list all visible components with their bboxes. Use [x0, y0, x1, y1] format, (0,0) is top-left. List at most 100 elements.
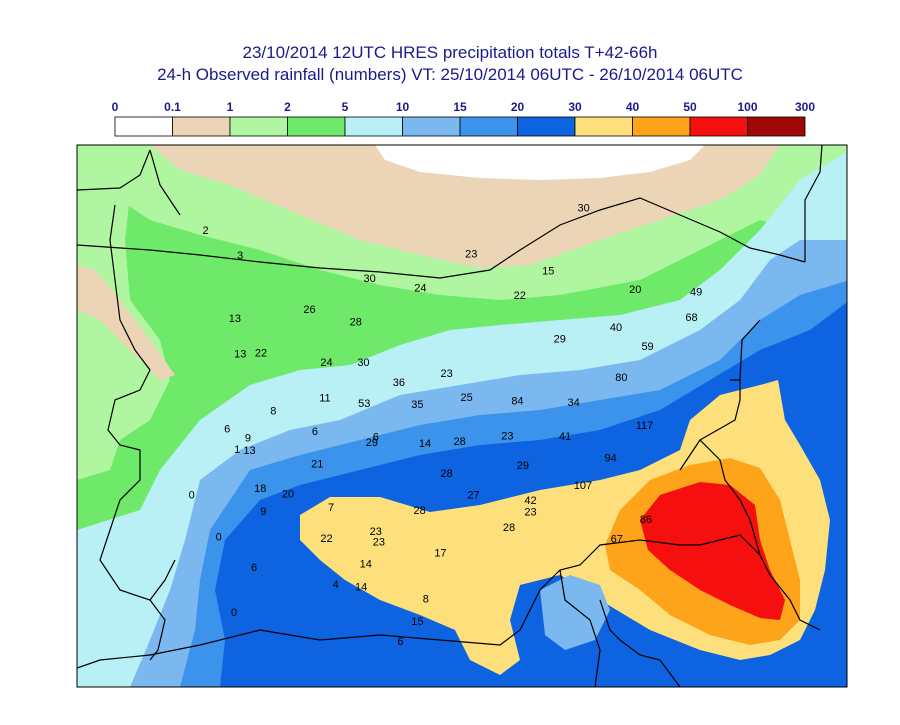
- observation-label: 4: [333, 579, 339, 591]
- observation-label: 28: [350, 317, 362, 329]
- legend-swatch: [747, 116, 806, 137]
- observation-label: 94: [604, 453, 616, 465]
- legend-swatch: [632, 116, 691, 137]
- observation-label: 6: [397, 636, 403, 648]
- observation-label: 15: [411, 616, 423, 628]
- legend-swatch: [689, 116, 748, 137]
- observation-label: 3: [237, 250, 243, 262]
- legend-swatch: [287, 116, 346, 137]
- observation-label: 14: [360, 558, 372, 570]
- observation-label: 7: [328, 502, 334, 514]
- observation-label: 11: [319, 393, 330, 405]
- observation-label: 28: [414, 505, 426, 517]
- observation-label: 6: [251, 562, 257, 574]
- observation-label: 22: [320, 533, 332, 545]
- color-legend: 0 0.1 1 2 5 10 15 20 30 40 50 100 300: [112, 100, 815, 137]
- observation-label: 80: [615, 372, 627, 384]
- observation-label: 49: [690, 286, 702, 298]
- observation-label: 117: [636, 420, 654, 432]
- observation-label: 30: [363, 273, 375, 285]
- observation-label: 17: [434, 548, 446, 560]
- observation-label: 20: [629, 284, 641, 296]
- observation-label: 30: [578, 202, 590, 214]
- observation-label: 35: [411, 399, 423, 411]
- legend-tick-label: 0: [112, 100, 119, 114]
- legend-tick-label: 2: [284, 100, 291, 114]
- legend-tick-label: 0.1: [164, 100, 181, 114]
- observation-label: 6: [312, 426, 318, 438]
- legend-swatch: [459, 116, 518, 137]
- legend-tick-label: 40: [626, 100, 640, 114]
- observation-label: 34: [568, 397, 580, 409]
- observation-label: 84: [511, 395, 523, 407]
- band-0-0.1mm: [375, 145, 705, 180]
- band-0.1-1mm-north: [150, 145, 780, 268]
- observation-label: 13: [234, 349, 246, 361]
- legend-swatch: [402, 116, 461, 137]
- observation-label: 30: [357, 357, 369, 369]
- observation-label: 28: [503, 522, 515, 534]
- observation-label: 28: [440, 468, 452, 480]
- observation-label: 27: [467, 490, 479, 502]
- observation-label: 24: [414, 283, 426, 295]
- legend-tick-label: 30: [568, 100, 582, 114]
- band-10-15mm-south: [540, 575, 610, 650]
- observation-label: 23: [373, 537, 385, 549]
- observation-label: 41: [559, 431, 571, 443]
- observation-label: 40: [610, 322, 622, 334]
- observation-label: 24: [320, 357, 332, 369]
- map-border: [76, 144, 848, 688]
- country-borders: [77, 145, 823, 687]
- observation-label: 68: [685, 312, 697, 324]
- legend-tick-label: 300: [795, 100, 815, 114]
- observation-label: 23: [370, 526, 382, 538]
- observation-label: 23: [440, 368, 452, 380]
- legend-tick-label: 20: [511, 100, 525, 114]
- legend-tick-label: 1: [227, 100, 234, 114]
- map-title: 23/10/2014 12UTC HRES precipitation tota…: [242, 43, 658, 62]
- legend-tick-label: 15: [453, 100, 467, 114]
- observation-label: 13: [229, 313, 241, 325]
- observation-label: 107: [574, 480, 592, 492]
- observation-label: 1: [234, 444, 240, 456]
- observation-label: 9: [245, 433, 251, 445]
- observation-label: 22: [514, 290, 526, 302]
- observation-label: 59: [641, 341, 653, 353]
- observation-label: 21: [311, 459, 323, 471]
- legend-tick-label: 10: [396, 100, 410, 114]
- observation-label: 28: [454, 436, 466, 448]
- legend-swatch: [172, 116, 231, 137]
- observation-label: 53: [358, 398, 370, 410]
- band-0.1-1mm-west: [77, 265, 175, 380]
- observation-label: 26: [303, 304, 315, 316]
- observation-label: 29: [366, 437, 378, 449]
- precip-field: [77, 145, 847, 687]
- observation-label: 22: [255, 348, 267, 360]
- legend-tick-label: 100: [737, 100, 757, 114]
- observation-label: 23: [465, 248, 477, 260]
- observation-label: 9: [260, 506, 266, 518]
- observation-label: 0: [231, 607, 237, 619]
- observation-label: 0: [216, 531, 222, 543]
- observation-label: 15: [542, 266, 554, 278]
- observation-label: 20: [282, 489, 294, 501]
- observation-label: 42: [524, 495, 536, 507]
- observation-label: 8: [423, 594, 429, 606]
- observation-label: 36: [393, 377, 405, 389]
- observation-label: 29: [554, 333, 566, 345]
- observation-label: 0: [189, 490, 195, 502]
- observation-label: 13: [243, 445, 255, 457]
- observation-label: 67: [611, 533, 623, 545]
- map-subtitle: 24-h Observed rainfall (numbers) VT: 25/…: [157, 65, 743, 84]
- observation-label: 6: [224, 423, 230, 435]
- observation-label: 25: [460, 392, 472, 404]
- legend-swatch: [114, 116, 173, 137]
- observation-label: 23: [501, 431, 513, 443]
- observation-label: 14: [419, 438, 431, 450]
- observation-label: 6: [373, 432, 379, 444]
- legend-swatch: [517, 116, 576, 137]
- observation-label: 86: [640, 514, 652, 526]
- legend-swatch: [229, 116, 288, 137]
